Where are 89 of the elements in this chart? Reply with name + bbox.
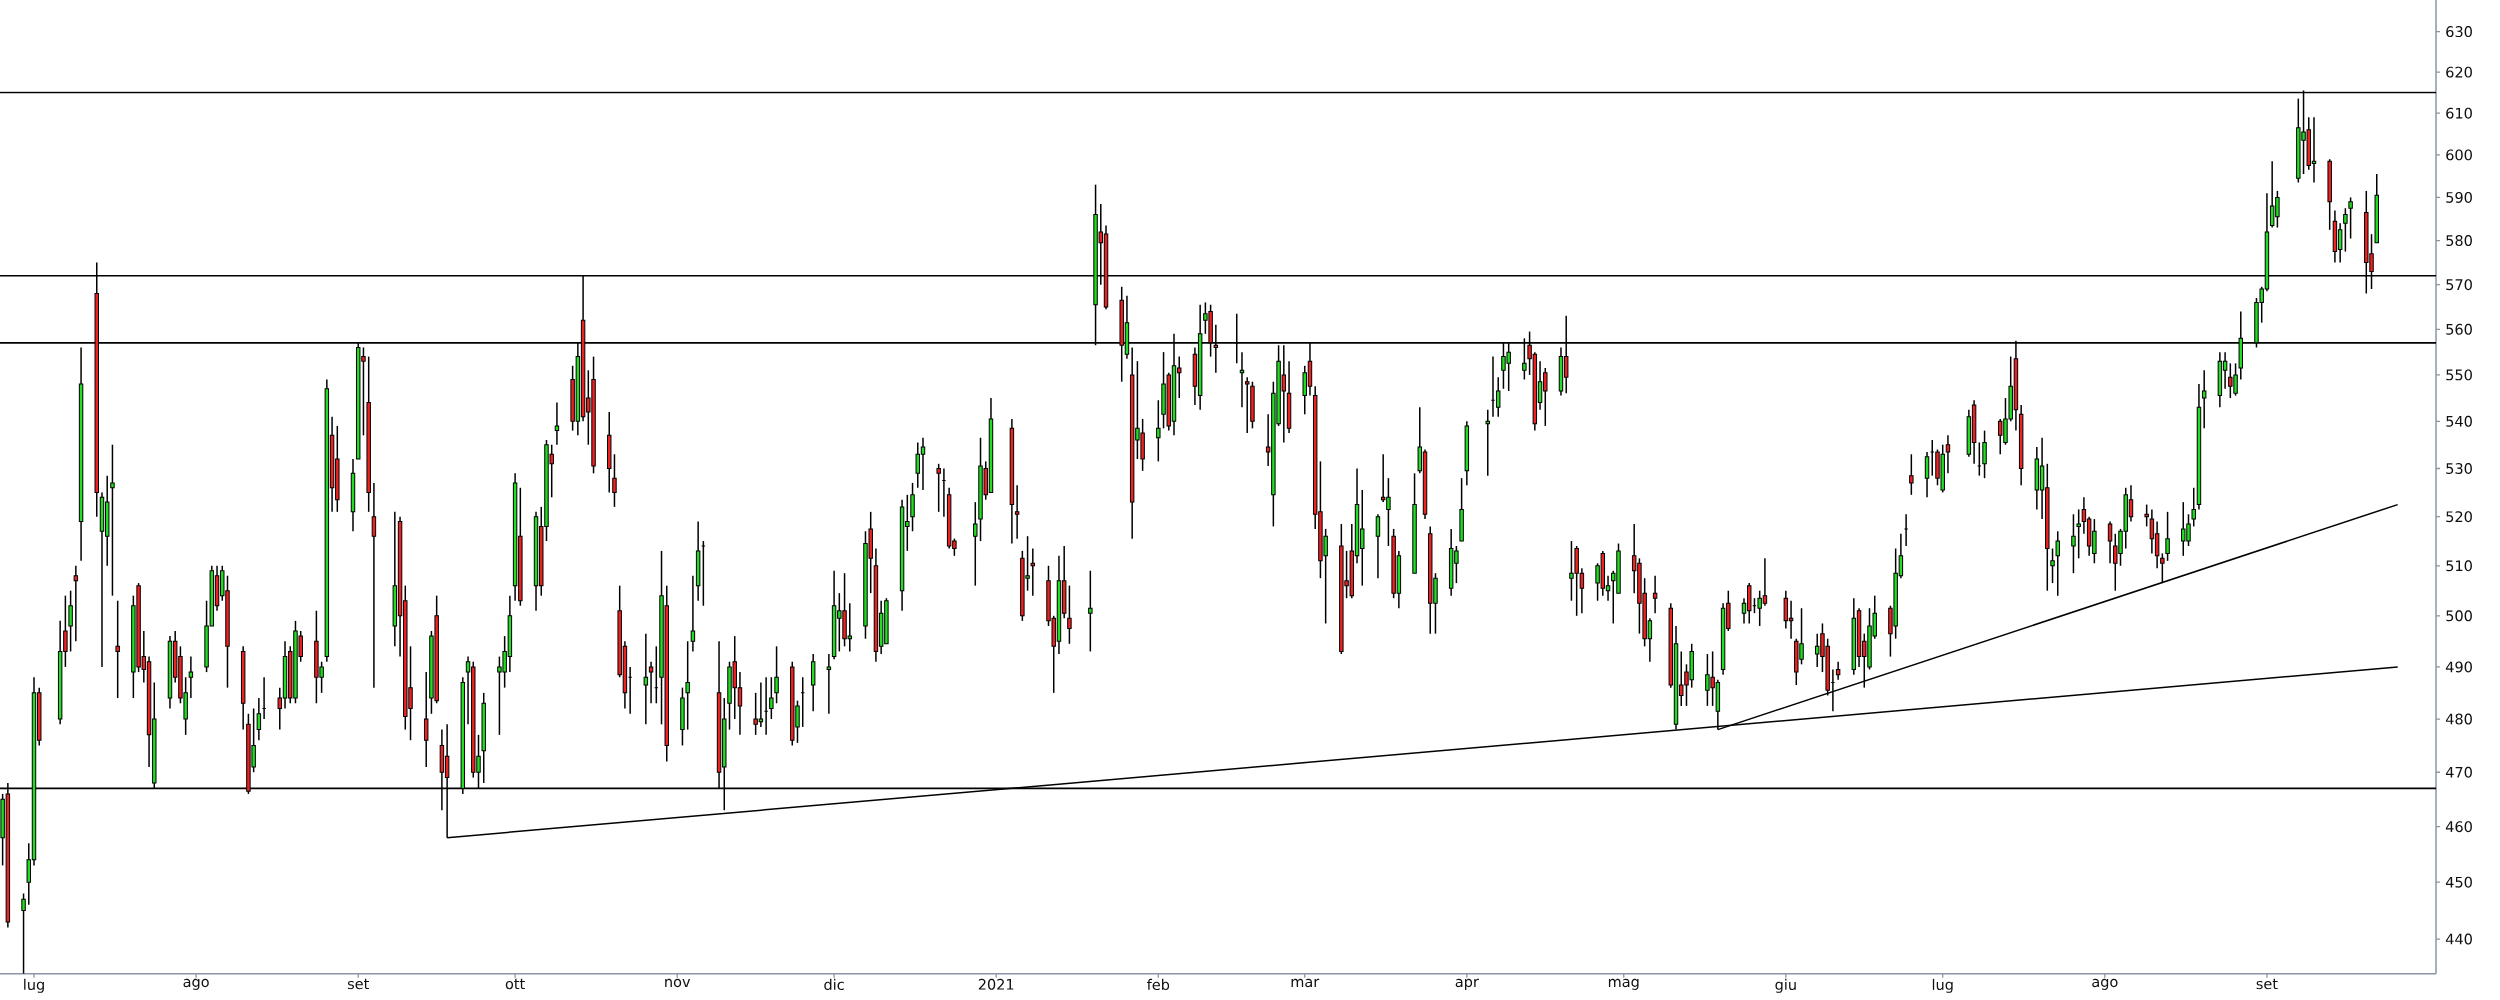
candlestick [2144, 503, 2149, 528]
candlestick [1156, 399, 1161, 463]
x-tick-label: feb [1147, 978, 1170, 991]
candlestick [2076, 508, 2081, 560]
candlestick [2191, 487, 2196, 528]
x-tick-label: apr [1455, 978, 1479, 990]
candlestick [256, 697, 262, 741]
x-tick-label: nov [665, 978, 691, 988]
candlestick [936, 463, 941, 513]
candlestick [1244, 376, 1250, 434]
candlestick [648, 660, 654, 705]
x-tick-label: mar [1291, 978, 1320, 988]
x-tick-label: giu [1775, 978, 1796, 993]
candlestick [1067, 584, 1072, 645]
candlestick [2348, 196, 2353, 240]
candlestick [910, 482, 915, 532]
candlestick [1909, 453, 1914, 496]
y-tick-label: 580 [2446, 235, 2472, 247]
candlestick [690, 574, 696, 653]
candlestick [2071, 513, 2076, 574]
x-tick-label: lug [24, 978, 44, 993]
candlestick [2055, 530, 2060, 597]
candlestick [371, 482, 377, 689]
y-tick-label: 520 [2446, 511, 2472, 523]
y-tick-label: 590 [2446, 191, 2472, 203]
candlestick [1945, 434, 1951, 475]
candlestick [1088, 570, 1093, 653]
y-tick-label: 630 [2446, 26, 2472, 38]
y-tick-label: 530 [2446, 463, 2472, 474]
candlestick [1783, 589, 1789, 630]
candlestick [2160, 552, 2165, 584]
candlestick [1014, 484, 1020, 540]
y-tick-label: 610 [2446, 107, 2472, 119]
candlestick [643, 632, 649, 726]
candlestick [2154, 520, 2160, 569]
candlestick [2165, 511, 2170, 562]
candlestick [1835, 660, 1841, 681]
candlestick [612, 453, 617, 508]
x-tick-label: ago [2092, 978, 2118, 990]
candlestick [1485, 408, 1490, 477]
y-tick-label: 560 [2446, 323, 2472, 335]
candlestick [1375, 513, 1381, 579]
candlestick [188, 655, 194, 699]
x-tick-label: 2021 [978, 978, 1014, 990]
x-tick-label: lug [1932, 978, 1953, 993]
y-tick-label: 440 [2445, 933, 2472, 945]
candlestick [115, 599, 120, 699]
y-tick-label: 600 [2446, 149, 2472, 161]
candlestick [763, 676, 769, 736]
candlestick [2343, 207, 2348, 253]
y-tick-label: 500 [2446, 610, 2472, 622]
candlestick [68, 589, 73, 653]
candlestick [810, 653, 816, 712]
candlestick [769, 676, 774, 720]
candlestick [423, 671, 429, 768]
candlestick [826, 653, 832, 715]
candlestick [1903, 513, 1909, 547]
y-tick-label: 480 [2445, 713, 2472, 725]
y-tick-label: 460 [2445, 821, 2472, 833]
x-tick-label: set [347, 978, 369, 990]
candlestick [1924, 451, 1930, 499]
y-tick-label: 570 [2446, 279, 2472, 291]
candlestick [110, 443, 115, 597]
candlestick [2201, 369, 2207, 430]
candlestick [2050, 547, 2055, 584]
candlestick [1982, 429, 1987, 479]
y-tick-label: 510 [2446, 560, 2472, 572]
candlestick [973, 501, 978, 587]
candlestick [774, 645, 779, 705]
candlestick [2149, 508, 2155, 555]
x-tick-label: mag [1608, 978, 1639, 990]
y-tick-label: 490 [2445, 661, 2472, 673]
candlestick [554, 401, 560, 446]
y-tick-label: 550 [2446, 369, 2472, 381]
candlestick [2337, 222, 2343, 264]
candlestick [2107, 520, 2113, 565]
x-tick-label: ott [505, 978, 525, 990]
candlestick [685, 640, 690, 731]
candlestick [21, 892, 26, 974]
y-tick-label: 540 [2446, 415, 2472, 427]
y-tick-label: 470 [2445, 766, 2472, 778]
x-tick-label: dic [824, 978, 844, 991]
y-tick-label: 450 [2445, 876, 2472, 888]
y-tick-label: 620 [2446, 66, 2472, 78]
x-tick-label: ago [183, 978, 209, 990]
candlestick [73, 565, 79, 642]
candlestick [1030, 547, 1036, 597]
x-tick-label: set [2256, 978, 2278, 990]
candlestick [1652, 574, 1658, 614]
